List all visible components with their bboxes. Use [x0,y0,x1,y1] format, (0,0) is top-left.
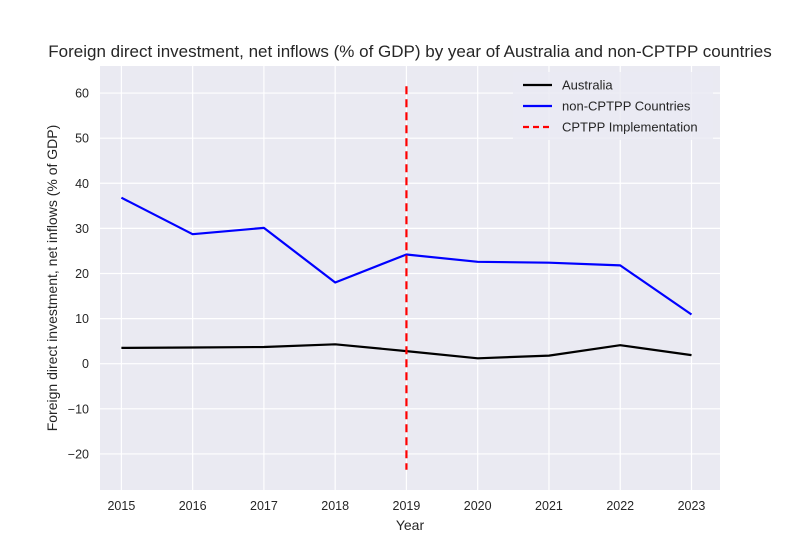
y-tick-label: 40 [75,177,89,191]
y-tick-label: 10 [75,312,89,326]
x-tick-label: 2017 [250,499,278,513]
y-tick-label: −20 [68,447,89,461]
legend-label: CPTPP Implementation [562,120,698,135]
y-tick-label: 0 [82,357,89,371]
chart-title: Foreign direct investment, net inflows (… [48,42,771,61]
series-layer [120,86,693,470]
x-axis-label: Year [396,517,425,533]
x-tick-label: 2016 [179,499,207,513]
x-tick-label: 2015 [107,499,135,513]
x-tick-label: 2018 [321,499,349,513]
y-axis-label: Foreign direct investment, net inflows (… [44,125,60,432]
tick-labels: 2015 2016 2017 2018 2019 2020 2021 2022 2023 −20 −… [68,87,706,513]
y-tick-label: 30 [75,222,89,236]
legend: Australia non-CPTPP Countries CPTPP Implem… [513,72,713,140]
x-tick-label: 2021 [535,499,563,513]
series-line-non-cptpp [120,196,693,316]
x-tick-label: 2020 [464,499,492,513]
y-tick-label: −10 [68,402,89,416]
y-tick-label: 60 [75,87,89,101]
x-tick-label: 2023 [678,499,706,513]
y-tick-label: 20 [75,267,89,281]
legend-label: non-CPTPP Countries [562,99,691,114]
y-tick-label: 50 [75,132,89,146]
legend-label: Australia [562,78,613,93]
x-tick-label: 2022 [606,499,634,513]
x-tick-label: 2019 [393,499,421,513]
